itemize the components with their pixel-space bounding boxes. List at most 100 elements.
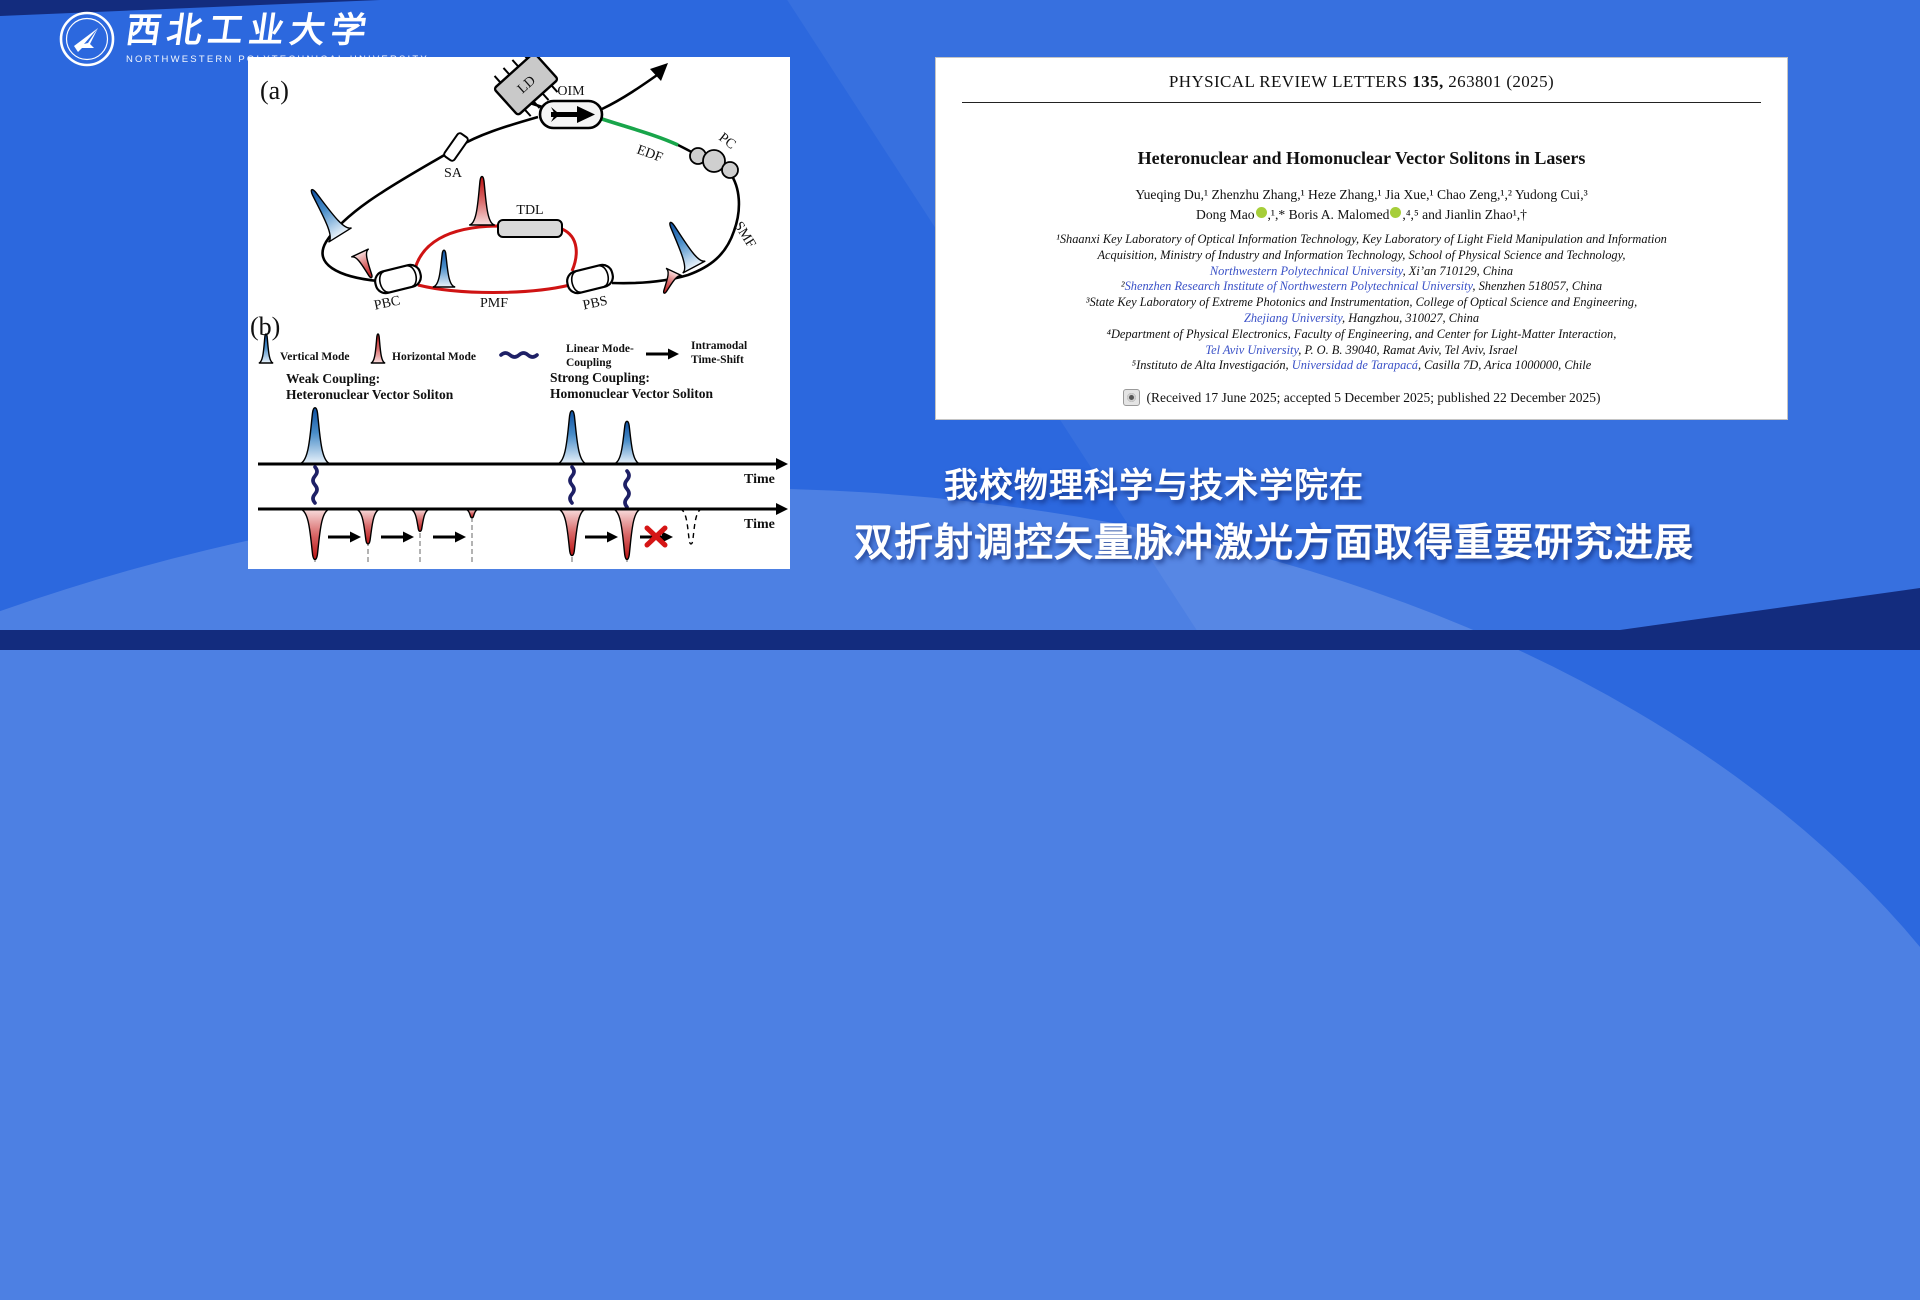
affiliation-link[interactable]: Tel Aviv University <box>1205 342 1299 357</box>
affiliation-line: ²Shenzhen Research Institute of Northwes… <box>1120 279 1603 294</box>
time-axis-1-arrowhead <box>776 458 788 470</box>
timeshift-arrow-2 <box>379 530 416 544</box>
orcid-icon <box>1390 207 1402 218</box>
pbs-label: PBS <box>582 294 609 314</box>
pbc-label: PBC <box>373 293 402 313</box>
university-name-zh: 西北工业大学 <box>123 11 375 51</box>
axis1-pulse-1 <box>298 407 332 465</box>
received-line: (Received 17 June 2025; accepted 5 Decem… <box>936 389 1787 406</box>
timeshift-arrow-1 <box>326 530 363 544</box>
legend-horizontal-pulse-icon <box>370 333 386 364</box>
affiliation-link[interactable]: Shenzhen Research Institute of Northwest… <box>1124 279 1473 294</box>
edf-fiber <box>601 117 679 147</box>
journal-header: PHYSICAL REVIEW LETTERS 135, 263801 (202… <box>936 72 1787 92</box>
legend-horizontal-label: Horizontal Mode <box>392 351 476 363</box>
weak-coupling-title: Weak Coupling: <box>286 371 380 386</box>
weak-coupling-subtitle: Heteronuclear Vector Soliton <box>286 387 454 402</box>
time-axis-1-label: Time <box>744 472 775 487</box>
axis2-pulse-1 <box>299 508 331 561</box>
time-axis-2-arrowhead <box>776 503 788 515</box>
tdl-label: TDL <box>516 203 543 218</box>
axis1-pulse-3 <box>612 420 642 465</box>
authors-line-1: Yueqing Du,¹ Zhenzhu Zhang,¹ Heze Zhang,… <box>1135 187 1588 202</box>
headline-line-2: 双折射调控矢量脉冲激光方面取得重要研究进展 <box>853 521 1694 566</box>
pbc-coupler: PBC <box>373 263 422 314</box>
pbs-coupler: PBS <box>566 263 614 314</box>
pmf-label: PMF <box>480 296 508 311</box>
axis2-pulse-3 <box>409 508 431 532</box>
timeshift-arrow-4 <box>583 530 620 544</box>
legend-shift-arrow-icon <box>644 347 681 361</box>
prl-paper-panel: PHYSICAL REVIEW LETTERS 135, 263801 (202… <box>935 57 1788 420</box>
ring-pulse-red-smf <box>655 267 683 298</box>
received-text: (Received 17 June 2025; accepted 5 Decem… <box>1146 390 1601 405</box>
saturable-absorber: SA <box>443 132 469 181</box>
affiliation-line: Northwestern Polytechnical University, X… <box>1209 263 1514 278</box>
tunable-delay-line: TDL <box>497 203 563 238</box>
author-dong-mao: Dong Mao <box>1196 207 1255 222</box>
affiliation-link[interactable]: Zhejiang University <box>1243 310 1343 325</box>
affiliation-line: ⁴Department of Physical Electronics, Fac… <box>1106 326 1617 341</box>
headline-line-1: 我校物理科学与技术学院在 <box>944 466 1364 506</box>
author-dong-mao-sup: ,¹,* <box>1267 207 1286 222</box>
axis2-pulse-5 <box>556 508 588 557</box>
suppressed-pulse-outline <box>679 508 703 545</box>
legend-linear-label-1: Linear Mode- <box>566 343 634 355</box>
affiliation-line: ³State Key Laboratory of Extreme Photoni… <box>1085 295 1638 310</box>
affiliation-line: ⁵Instituto de Alta Investigación, Univer… <box>1131 358 1592 373</box>
legend-intra-label-2: Time-Shift <box>691 354 744 366</box>
journal-rule <box>961 102 1762 103</box>
paper-title: Heteronuclear and Homonuclear Vector Sol… <box>1137 148 1586 168</box>
paper-figure-panel: (a) EDF LD OIM SA <box>248 51 790 569</box>
legend-vertical-label: Vertical Mode <box>280 351 350 363</box>
legend-wavy-arrow-icon <box>499 348 548 362</box>
crossmark-icon <box>1122 389 1140 406</box>
polarization-controller: PC <box>689 130 739 179</box>
author-malomed: Boris A. Malomed <box>1285 207 1390 222</box>
affiliation-link[interactable]: Universidad de Tarapacá <box>1291 358 1418 373</box>
ring-pulse-blue-pmf <box>432 249 456 288</box>
smf-label: SMF <box>731 219 759 251</box>
blocked-x-icon <box>644 525 668 548</box>
ring-pulse-blue-smf <box>658 215 706 274</box>
legend-linear-label-2: Coupling <box>566 357 612 369</box>
university-emblem-icon <box>59 11 115 67</box>
affiliation-line: ¹Shaanxi Key Laboratory of Optical Infor… <box>1056 232 1667 246</box>
legend-intra-label-1: Intramodal <box>691 340 747 352</box>
journal-name: PHYSICAL REVIEW LETTERS <box>1168 72 1413 91</box>
affiliations: ¹Shaanxi Key Laboratory of Optical Infor… <box>936 232 1787 374</box>
orcid-icon <box>1255 207 1267 218</box>
affiliation-link[interactable]: Northwestern Polytechnical University <box>1209 263 1403 278</box>
oim-isolator: OIM <box>538 84 604 130</box>
author-zhao: and Jianlin Zhao¹,† <box>1418 207 1527 222</box>
pmf-loop <box>412 224 578 294</box>
affiliation-line: Acquisition, Ministry of Industry and In… <box>1097 247 1626 262</box>
time-axis-2-label: Time <box>744 517 775 532</box>
journal-volume: 135, <box>1412 72 1444 91</box>
ring-pulse-red-tdl <box>468 175 496 226</box>
timeshift-arrow-3 <box>431 530 468 544</box>
laser-diode: LD <box>493 51 559 117</box>
coupling-arrows <box>308 460 634 514</box>
ring-pulse-blue-left <box>299 182 353 243</box>
journal-issue: 263801 (2025) <box>1443 72 1555 91</box>
affiliation-line: Tel Aviv University, P. O. B. 39040, Ram… <box>1205 342 1518 357</box>
strong-coupling-title: Strong Coupling: <box>550 370 650 385</box>
strong-coupling-subtitle: Homonuclear Vector Soliton <box>550 386 713 401</box>
authors-line-2: Dong Mao ,¹,* Boris A. Malomed ,⁴,⁵ and Ji… <box>936 207 1787 223</box>
university-logo: 西北工业大学 NORTHWESTERN POLYTECHNICAL UNIVER… <box>58 10 429 68</box>
axis1-pulse-2 <box>556 409 588 465</box>
background-bottom-bar <box>0 630 1920 650</box>
axis2-pulse-2 <box>354 508 382 545</box>
output-arrowhead <box>650 63 668 81</box>
laser-schematic: (a) EDF LD OIM SA <box>250 51 788 564</box>
affiliation-line: Zhejiang University, Hangzhou, 310027, C… <box>1243 310 1480 325</box>
pc-label: PC <box>716 130 739 152</box>
university-name-en: NORTHWESTERN POLYTECHNICAL UNIVERSITY <box>126 54 429 65</box>
author-malomed-sup: ,⁴,⁵ <box>1402 207 1419 222</box>
figure-panel-a-label: (a) <box>260 76 289 105</box>
edf-label: EDF <box>635 143 665 166</box>
axis2-pulse-6 <box>611 508 643 561</box>
sa-label: SA <box>444 166 463 181</box>
